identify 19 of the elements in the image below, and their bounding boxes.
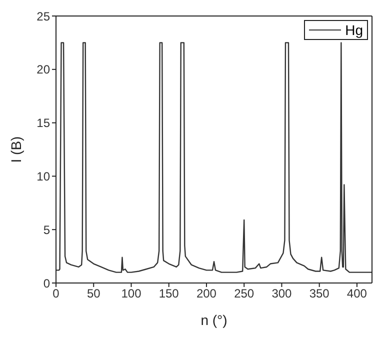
y-tick-label: 5 bbox=[43, 222, 50, 237]
x-tick-label: 400 bbox=[346, 286, 368, 301]
y-tick-label: 15 bbox=[36, 116, 50, 130]
line-series bbox=[56, 42, 372, 273]
x-tick-label: 250 bbox=[234, 286, 254, 301]
y-tick-label: 20 bbox=[36, 62, 50, 77]
x-tick-label: 200 bbox=[196, 286, 217, 301]
x-tick-label: 100 bbox=[121, 286, 142, 301]
y-tick-label: 25 bbox=[36, 9, 50, 24]
x-tick-label: 300 bbox=[272, 286, 292, 301]
x-tick-label: 50 bbox=[86, 286, 101, 301]
x-axis-title: n (°) bbox=[200, 312, 228, 328]
legend-label: Hg bbox=[345, 21, 363, 39]
x-tick-label: 0 bbox=[52, 286, 60, 301]
y-axis-title: I (B) bbox=[8, 136, 24, 163]
x-tick-label: 150 bbox=[158, 286, 180, 301]
y-tick-label: 0 bbox=[43, 276, 50, 290]
x-tick-label: 350 bbox=[309, 286, 330, 301]
y-tick-label: 10 bbox=[36, 169, 50, 184]
